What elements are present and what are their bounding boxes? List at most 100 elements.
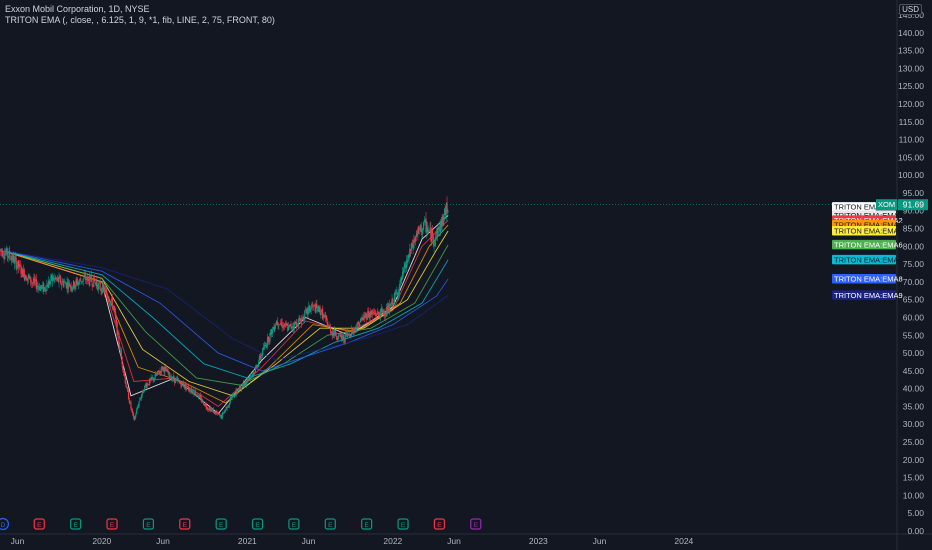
price-tick-label: 75.00: [903, 259, 925, 269]
candle-body: [433, 236, 434, 244]
candle-body: [25, 275, 26, 279]
time-tick-label: Jun: [447, 536, 461, 546]
candle-body: [55, 277, 56, 279]
candle-body: [328, 324, 329, 325]
candle-body: [244, 383, 245, 387]
event-letter: E: [292, 522, 297, 529]
candle-body: [20, 265, 21, 266]
candle-body: [255, 368, 256, 372]
ema-label-6[interactable]: TRITON EMA:EMA7: [832, 255, 903, 265]
candle-body: [408, 259, 409, 260]
candle-body: [159, 373, 160, 374]
symbol-title[interactable]: Exxon Mobil Corporation, 1D, NYSE: [5, 4, 150, 14]
ema-label-5[interactable]: TRITON EMA:EMA6: [832, 240, 903, 250]
candle-body: [193, 390, 194, 393]
candle-body: [195, 391, 196, 394]
candle-body: [311, 307, 312, 308]
price-tick-label: 120.00: [898, 99, 924, 109]
candle-body: [108, 299, 109, 300]
candle-body: [15, 256, 16, 258]
candle-body: [231, 396, 232, 400]
candle-body: [114, 308, 115, 312]
candle-body: [326, 316, 327, 321]
candle-body: [164, 368, 165, 372]
candle-body: [103, 285, 104, 288]
candle-body: [338, 334, 339, 338]
candle-body: [72, 288, 73, 290]
candle-body: [133, 413, 134, 417]
candle-body: [79, 279, 80, 280]
candle-body: [340, 333, 341, 334]
event-letter: E: [37, 522, 42, 529]
candle-body: [282, 322, 283, 327]
time-tick-label: 2023: [529, 536, 548, 546]
candle-body: [282, 328, 283, 329]
candle-body: [188, 386, 189, 389]
candle-body: [289, 325, 290, 326]
candle-body: [156, 374, 157, 376]
candle-body: [237, 392, 238, 393]
event-letter: E: [328, 522, 333, 529]
event-letter: D: [1, 522, 6, 529]
price-tick-label: 115.00: [899, 117, 925, 127]
candle-body: [27, 278, 28, 281]
candle-body: [88, 277, 89, 278]
candle-body: [109, 300, 110, 302]
price-tick-label: 60.00: [903, 312, 925, 322]
candle-body: [186, 387, 187, 388]
candle-body: [172, 379, 173, 380]
candle-body: [178, 381, 179, 382]
candle-body: [64, 281, 65, 282]
candle-body: [130, 402, 131, 408]
candle-body: [277, 322, 278, 325]
price-tick-label: 85.00: [903, 224, 925, 234]
candle-body: [202, 401, 203, 402]
ema-label-text: TRITON EMA:EMA5: [834, 227, 903, 236]
candle-body: [218, 414, 219, 415]
candle-body: [100, 282, 101, 289]
candle-body: [198, 395, 199, 398]
candle-body: [393, 304, 394, 305]
indicator-legend[interactable]: TRITON EMA (, close, , 6.125, 1, 9, *1, …: [5, 15, 275, 25]
candle-body: [447, 210, 448, 213]
currency-label[interactable]: USD: [899, 4, 922, 15]
candle-body: [335, 331, 336, 336]
candle-body: [241, 389, 242, 390]
event-letter: E: [73, 522, 78, 529]
ema-label-4[interactable]: TRITON EMA:EMA5: [832, 226, 903, 236]
price-tick-label: 0.00: [907, 526, 924, 536]
candle-body: [375, 313, 376, 315]
candle-body: [122, 364, 123, 370]
candle-body: [423, 222, 424, 229]
last-price-badge[interactable]: 91.69: [898, 199, 928, 210]
candle-body: [169, 373, 170, 378]
candle-body: [177, 378, 178, 380]
price-tick-label: 35.00: [903, 401, 925, 411]
candle-body: [50, 281, 51, 283]
candle-body: [183, 383, 184, 386]
ema-label-8[interactable]: TRITON EMA:EMA9: [832, 290, 903, 300]
event-letter: E: [219, 522, 224, 529]
candle-body: [132, 411, 133, 413]
price-tick-label: 65.00: [903, 295, 925, 305]
ema-label-7[interactable]: TRITON EMA:EMA8: [832, 274, 903, 284]
event-letter: E: [474, 522, 479, 529]
time-tick-label: Jun: [156, 536, 170, 546]
candle-body: [45, 287, 46, 289]
event-letter: E: [437, 522, 442, 529]
candle-body: [394, 293, 395, 303]
candle-body: [304, 311, 305, 319]
candle-body: [258, 362, 259, 366]
candle-body: [138, 402, 139, 406]
candle-body: [320, 307, 321, 314]
price-tick-label: 15.00: [903, 473, 925, 483]
candle-body: [238, 390, 239, 391]
price-tick-label: 110.00: [899, 135, 925, 145]
candle-body: [316, 304, 317, 308]
candle-body: [118, 333, 119, 345]
price-tick-label: 70.00: [903, 277, 925, 287]
candle-body: [407, 261, 408, 263]
candle-body: [345, 333, 346, 335]
symbol-badge[interactable]: XOM: [876, 199, 897, 210]
